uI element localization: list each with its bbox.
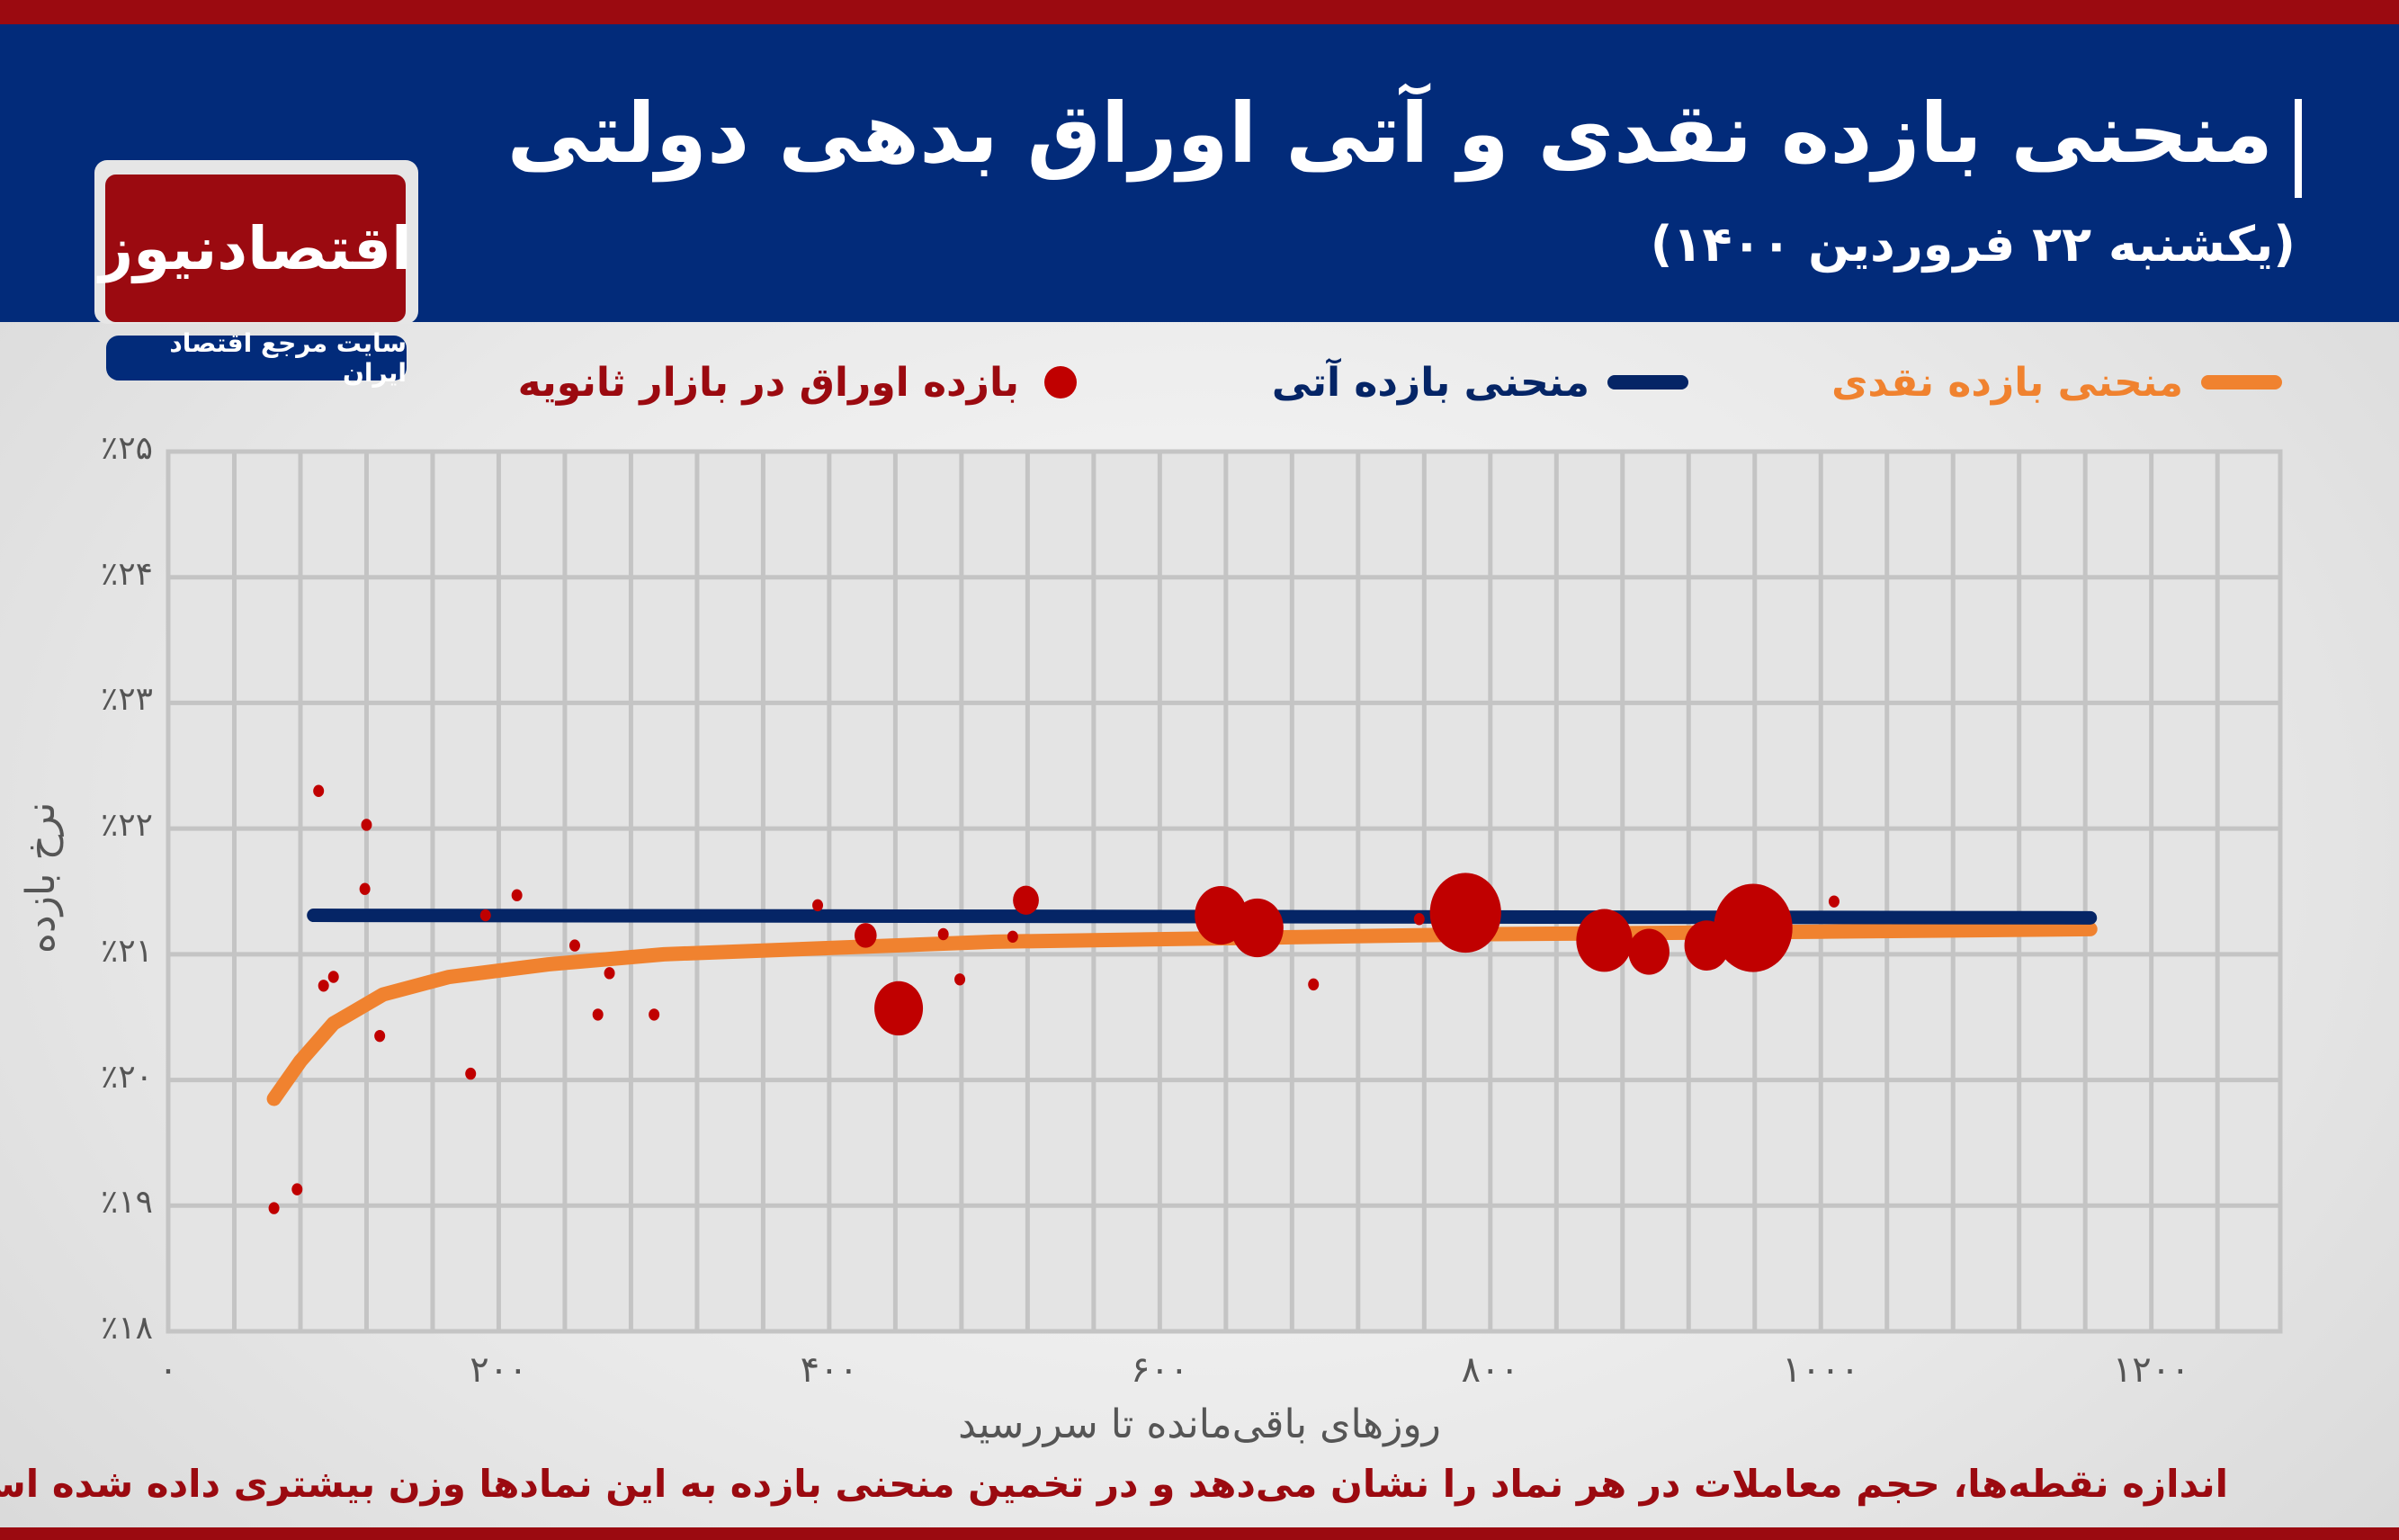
x-tick-label: ۴۰۰ [800,1349,859,1391]
legend-line-swatch [1607,375,1688,389]
y-tick-label: ٪۲۲ [100,807,153,845]
bond-yield-bubble [954,973,966,986]
y-tick-label: ٪۲۱ [100,932,153,970]
bond-yield-bubble [592,1008,604,1021]
bond-yield-bubble [937,927,949,941]
bond-yield-bubble [327,971,339,983]
page-subtitle: (یکشنبه ۲۲ فروردین ۱۴۰۰) [1650,216,2296,273]
bond-yield-bubble [1714,883,1793,972]
footnote: اندازه نقطه‌ها، حجم معاملات در هر نماد ر… [0,1462,2228,1506]
bond-yield-bubble [374,1029,386,1043]
legend-bond-yields: بازده اوراق در بازار ثانویه [518,355,1077,409]
x-tick-label: ۱۰۰۰ [1782,1349,1860,1391]
legend-line-swatch [2201,375,2282,389]
bond-yield-bubble [1231,898,1284,958]
y-tick-label: ٪۲۴ [100,555,153,593]
bond-yield-bubble [1429,873,1501,954]
bond-yield-bubble [291,1183,303,1195]
bond-yield-bubble [1828,895,1840,908]
y-tick-label: ٪۲۰ [100,1058,153,1096]
brand-logo: اقتصادنیوز [94,160,418,324]
bond-yield-bubble [874,980,924,1036]
bond-yield-bubble [1013,885,1039,915]
x-tick-label: ۰ [158,1349,178,1391]
bond-yield-bubble [511,889,523,901]
y-axis-title: نرخ بازده [18,801,64,954]
x-axis-title: روزهای باقی‌مانده تا سررسید [958,1401,1441,1447]
x-tick-label: ۲۰۰ [470,1349,528,1391]
page-title: منحنی بازده نقدی و آتی اوراق بدهی دولتی [506,85,2273,182]
bond-yield-bubble [1576,909,1633,972]
bottom-accent-bar [0,1527,2399,1540]
legend-label: منحنی بازده نقدی [1831,359,2183,406]
bond-yield-bubble [855,923,877,948]
bond-yield-bubble [359,882,371,895]
logo-wordmark: اقتصادنیوز [99,175,412,322]
bond-yield-bubble [568,939,580,952]
bond-yield-bubble [465,1067,477,1080]
legend-forward-curve: منحنی بازده آتی [1272,355,1688,409]
x-tick-label: ۱۲۰۰ [2112,1349,2190,1391]
bond-yield-bubble [649,1008,660,1021]
x-tick-label: ۶۰۰ [1131,1349,1189,1391]
title-accent-bar [2295,99,2302,198]
bond-yield-bubble [1007,930,1018,944]
y-tick-label: ٪۲۳ [100,681,153,719]
legend-dot-swatch [1044,366,1077,398]
y-tick-label: ٪۱۸ [100,1310,153,1347]
bond-yield-bubble [812,899,824,912]
x-tick-label: ۸۰۰ [1461,1349,1519,1391]
bond-yield-bubble [604,967,615,980]
bond-yield-bubble [479,909,491,922]
bond-yield-bubble [318,980,329,992]
bond-yield-bubble [1413,913,1425,926]
y-tick-label: ٪۲۵ [100,430,153,467]
bond-yield-bubble [313,784,325,797]
legend-label: بازده اوراق در بازار ثانویه [517,359,1019,406]
bond-yield-bubble [1308,978,1320,991]
bond-yield-bubble [1628,928,1669,975]
legend-spot-curve: منحنی بازده نقدی [1831,355,2282,409]
bond-yield-bubble [268,1202,280,1214]
legend-label: منحنی بازده آتی [1271,359,1589,406]
bond-yield-bubble [361,819,372,831]
top-accent-bar [0,0,2399,24]
y-tick-label: ٪۱۹ [100,1184,153,1222]
